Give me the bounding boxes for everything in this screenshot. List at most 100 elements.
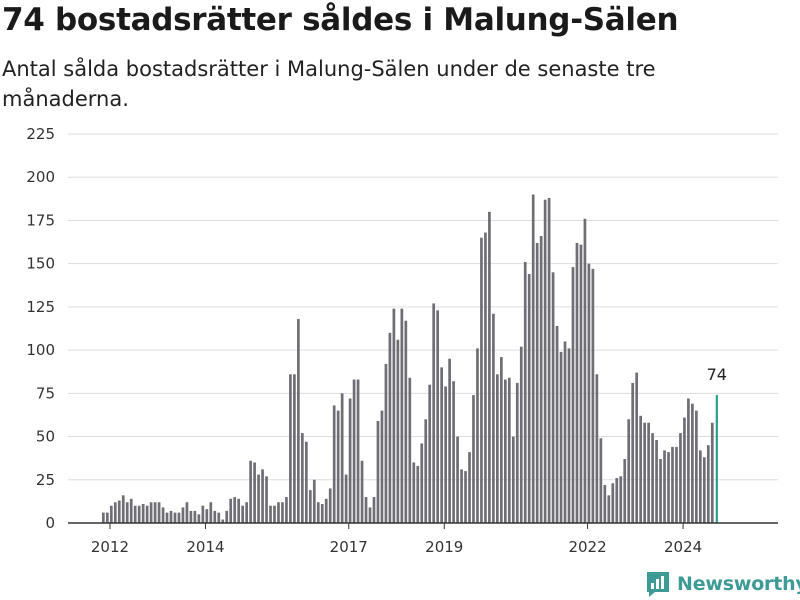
bar <box>245 502 248 523</box>
bar <box>233 497 237 523</box>
y-axis-ticks: 0 25 50 75 100 125 150 175 200 225 <box>26 125 55 532</box>
y-tick-label: 175 <box>26 211 55 229</box>
bar <box>113 502 117 523</box>
bar <box>392 308 396 523</box>
bar <box>655 440 658 523</box>
bar <box>221 519 225 523</box>
bar <box>452 381 455 523</box>
bar <box>420 443 424 523</box>
bar <box>460 469 463 523</box>
x-tick-label: 2024 <box>664 538 702 556</box>
chart-logo-icon <box>647 572 669 597</box>
bar <box>575 242 579 524</box>
bar <box>102 512 105 523</box>
bar <box>129 498 133 523</box>
bar <box>297 318 300 523</box>
bar <box>249 460 252 523</box>
bar <box>380 410 384 523</box>
bar <box>328 488 332 523</box>
bar <box>348 398 352 523</box>
y-tick-label: 50 <box>36 428 55 446</box>
bar <box>603 484 607 523</box>
bar <box>336 410 340 523</box>
bar <box>197 514 201 523</box>
bar <box>141 503 145 523</box>
bar <box>444 386 447 523</box>
bar <box>488 211 491 524</box>
bar <box>105 512 109 523</box>
bar <box>149 502 153 523</box>
bars <box>102 194 718 524</box>
bar <box>289 374 292 523</box>
bar <box>269 505 272 523</box>
bar <box>591 268 595 523</box>
y-tick-label: 75 <box>36 384 55 402</box>
bar <box>368 507 372 523</box>
bar <box>468 452 471 523</box>
bar <box>563 341 567 523</box>
bar <box>523 261 527 523</box>
bar <box>555 325 559 523</box>
bar <box>416 465 420 523</box>
y-tick-label: 225 <box>26 125 55 143</box>
bar <box>133 505 137 523</box>
bar <box>169 510 173 523</box>
bar <box>710 422 714 523</box>
y-tick-label: 125 <box>26 298 55 316</box>
bar <box>308 490 312 523</box>
bar <box>388 332 392 523</box>
bar <box>277 502 280 523</box>
bar <box>384 363 388 523</box>
bar <box>567 348 571 523</box>
bar <box>448 358 451 523</box>
bar <box>344 474 348 523</box>
bar <box>301 433 304 523</box>
bar <box>177 512 181 523</box>
bar <box>675 446 678 523</box>
bar <box>121 495 125 523</box>
bar <box>304 441 308 523</box>
bar <box>659 459 662 523</box>
bar <box>679 433 682 523</box>
gridlines <box>68 133 778 481</box>
bar <box>408 377 412 523</box>
bar <box>316 502 320 523</box>
bar <box>464 471 467 523</box>
bar <box>109 505 113 523</box>
bar <box>702 457 706 523</box>
bar <box>324 498 328 523</box>
bar <box>293 374 296 523</box>
bar <box>237 498 241 523</box>
bar <box>607 495 611 523</box>
bar <box>531 194 535 523</box>
bar <box>543 199 547 523</box>
bar <box>273 505 276 523</box>
bar <box>428 384 432 523</box>
bar <box>547 197 551 524</box>
bar <box>587 263 591 523</box>
bar <box>647 422 650 523</box>
bar <box>360 460 364 523</box>
bar <box>519 346 523 523</box>
bar <box>480 237 483 523</box>
bar <box>496 374 499 523</box>
bar <box>579 244 583 523</box>
bar <box>436 310 440 523</box>
bar <box>153 502 157 523</box>
bar <box>209 502 213 523</box>
bar <box>571 267 575 523</box>
bar <box>352 379 356 523</box>
x-axis-ticks: 2012 2014 2017 2019 2022 2024 <box>91 523 702 556</box>
bar <box>173 512 177 523</box>
x-tick-label: 2012 <box>91 538 129 556</box>
x-tick-label: 2014 <box>186 538 224 556</box>
y-tick-label: 0 <box>45 514 55 532</box>
bar <box>595 374 599 523</box>
bar <box>476 348 479 523</box>
bar <box>635 372 639 523</box>
bar <box>535 242 539 524</box>
bar <box>643 422 646 523</box>
logo-text: Newsworthy <box>677 573 800 595</box>
bar <box>356 379 360 523</box>
